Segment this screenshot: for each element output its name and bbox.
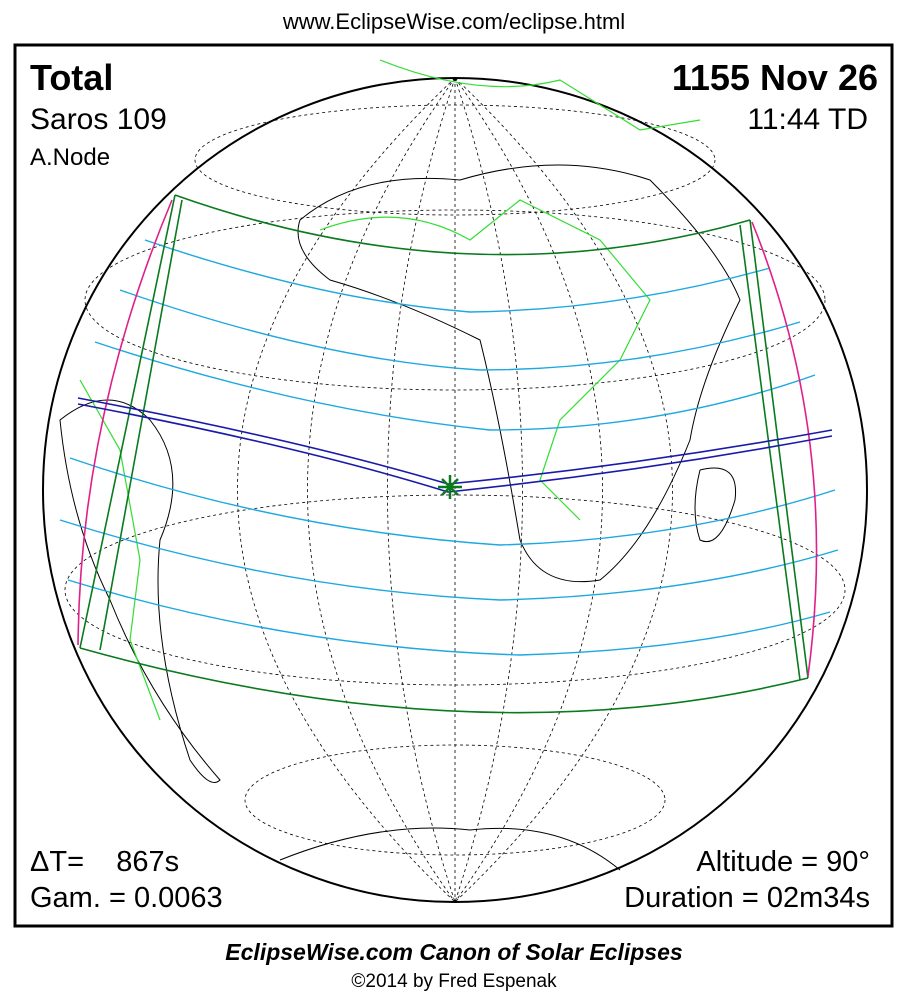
globe [42, 59, 868, 903]
gamma: Gam. = 0.0063 [30, 882, 223, 914]
footer-title: EclipseWise.com Canon of Solar Eclipses [225, 939, 683, 965]
duration: Duration = 02m34s [624, 882, 870, 914]
delta-t: ΔT= 867s [30, 846, 180, 878]
altitude: Altitude = 90° [696, 846, 870, 878]
date: 1155 Nov 26 [671, 57, 878, 98]
frame [13, 43, 894, 928]
url: www.EclipseWise.com/eclipse.html [282, 9, 626, 34]
saros: Saros 109 [30, 103, 167, 136]
node: A.Node [30, 144, 111, 171]
eclipse-type: Total [30, 57, 114, 98]
credit: ©2014 by Fred Espenak [351, 971, 557, 992]
time: 11:44 TD [747, 103, 868, 136]
